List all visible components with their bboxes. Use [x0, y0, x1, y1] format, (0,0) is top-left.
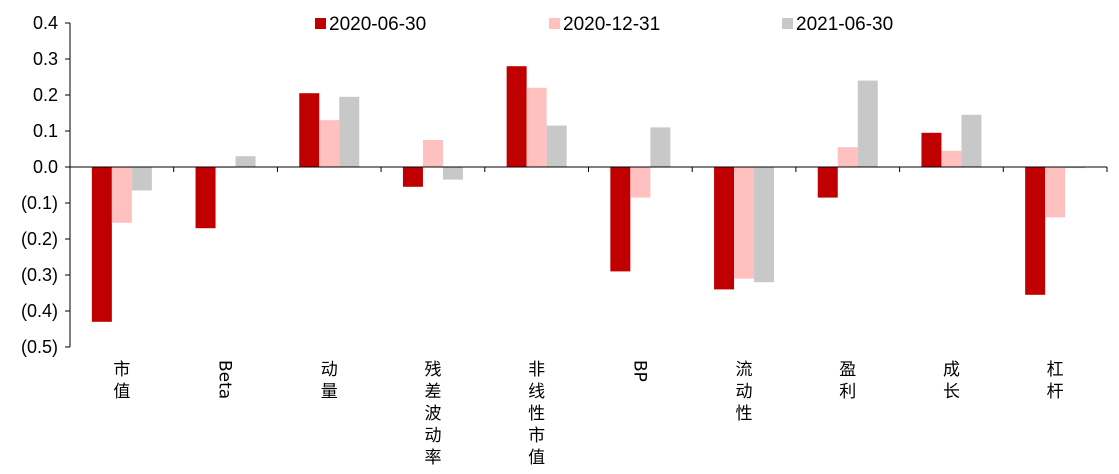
- x-category-label: 杠杆: [1047, 360, 1064, 402]
- bar-2021-06-30-7: [857, 80, 878, 167]
- x-category-label: 残差波动率: [424, 360, 441, 468]
- bar-2020-12-31-0: [111, 167, 132, 223]
- x-category-label: BP: [629, 360, 649, 382]
- bar-2020-06-30-2: [299, 93, 320, 167]
- bar-2020-06-30-6: [714, 167, 735, 290]
- bar-2020-12-31-7: [837, 147, 858, 167]
- bar-2020-06-30-0: [91, 167, 112, 322]
- bar-2020-06-30-4: [506, 66, 527, 167]
- bar-2021-06-30-1: [235, 156, 256, 167]
- legend-swatch: [549, 18, 560, 29]
- legend-label: 2020-06-30: [329, 14, 426, 35]
- x-category-label: 盈利: [839, 360, 856, 402]
- x-category-label: Beta: [215, 360, 235, 399]
- y-tick-label: 0.1: [33, 121, 58, 141]
- y-tick-label: (0.5): [21, 337, 58, 357]
- y-tick-label: 0.3: [33, 49, 58, 69]
- bar-2020-12-31-4: [526, 87, 547, 167]
- y-axis: 0.4 0.3 0.2 0.1 0.0 (0.1) (0.2) (0.3) (0.4) (0.5): [21, 13, 71, 357]
- y-tick-label: 0.2: [33, 85, 58, 105]
- y-tick-label: (0.4): [21, 301, 58, 321]
- bar-2021-06-30-9: [1065, 167, 1086, 169]
- legend: 2020-06-30 2020-12-31 2021-06-30: [315, 14, 893, 35]
- bar-2020-06-30-7: [817, 167, 838, 198]
- bar-2020-06-30-5: [610, 167, 631, 272]
- x-category-label: 动量: [321, 360, 338, 402]
- bar-2020-12-31-5: [630, 167, 651, 198]
- y-tick-label: 0.0: [33, 157, 58, 177]
- bars: [91, 66, 1086, 322]
- bar-2021-06-30-5: [650, 127, 671, 167]
- bar-2020-12-31-9: [1045, 167, 1066, 218]
- bar-2020-12-31-3: [422, 140, 443, 167]
- bar-2021-06-30-8: [961, 114, 982, 167]
- bar-2021-06-30-6: [754, 167, 775, 283]
- y-tick-label: (0.2): [21, 229, 58, 249]
- x-category-label: 市值: [113, 360, 130, 402]
- y-tick-label: 0.4: [33, 13, 58, 33]
- y-tick-label: (0.3): [21, 265, 58, 285]
- bar-2021-06-30-4: [546, 125, 567, 167]
- bar-2020-06-30-3: [402, 167, 423, 187]
- bar-2021-06-30-2: [339, 96, 360, 167]
- bar-2020-12-31-8: [941, 150, 962, 167]
- x-category-label: 非线性市值: [528, 360, 545, 468]
- bar-2020-12-31-2: [319, 120, 340, 167]
- x-category-label: 流动性: [736, 360, 753, 424]
- bar-2021-06-30-3: [442, 167, 463, 180]
- x-axis: 市值 Beta 动量 残差波动率 非线性市值 BP 流动性 盈利 成长 杠杆: [70, 166, 1108, 468]
- bar-2020-06-30-8: [921, 132, 942, 167]
- legend-label: 2020-12-31: [563, 14, 660, 35]
- bar-2021-06-30-0: [131, 167, 152, 191]
- legend-swatch: [782, 18, 793, 29]
- legend-swatch: [315, 18, 326, 29]
- y-tick-label: (0.1): [21, 193, 58, 213]
- bar-2020-06-30-1: [195, 167, 216, 229]
- bar-2020-06-30-9: [1025, 167, 1046, 295]
- legend-label: 2021-06-30: [796, 14, 893, 35]
- bar-2020-12-31-6: [734, 167, 755, 279]
- x-category-label: 成长: [943, 360, 960, 402]
